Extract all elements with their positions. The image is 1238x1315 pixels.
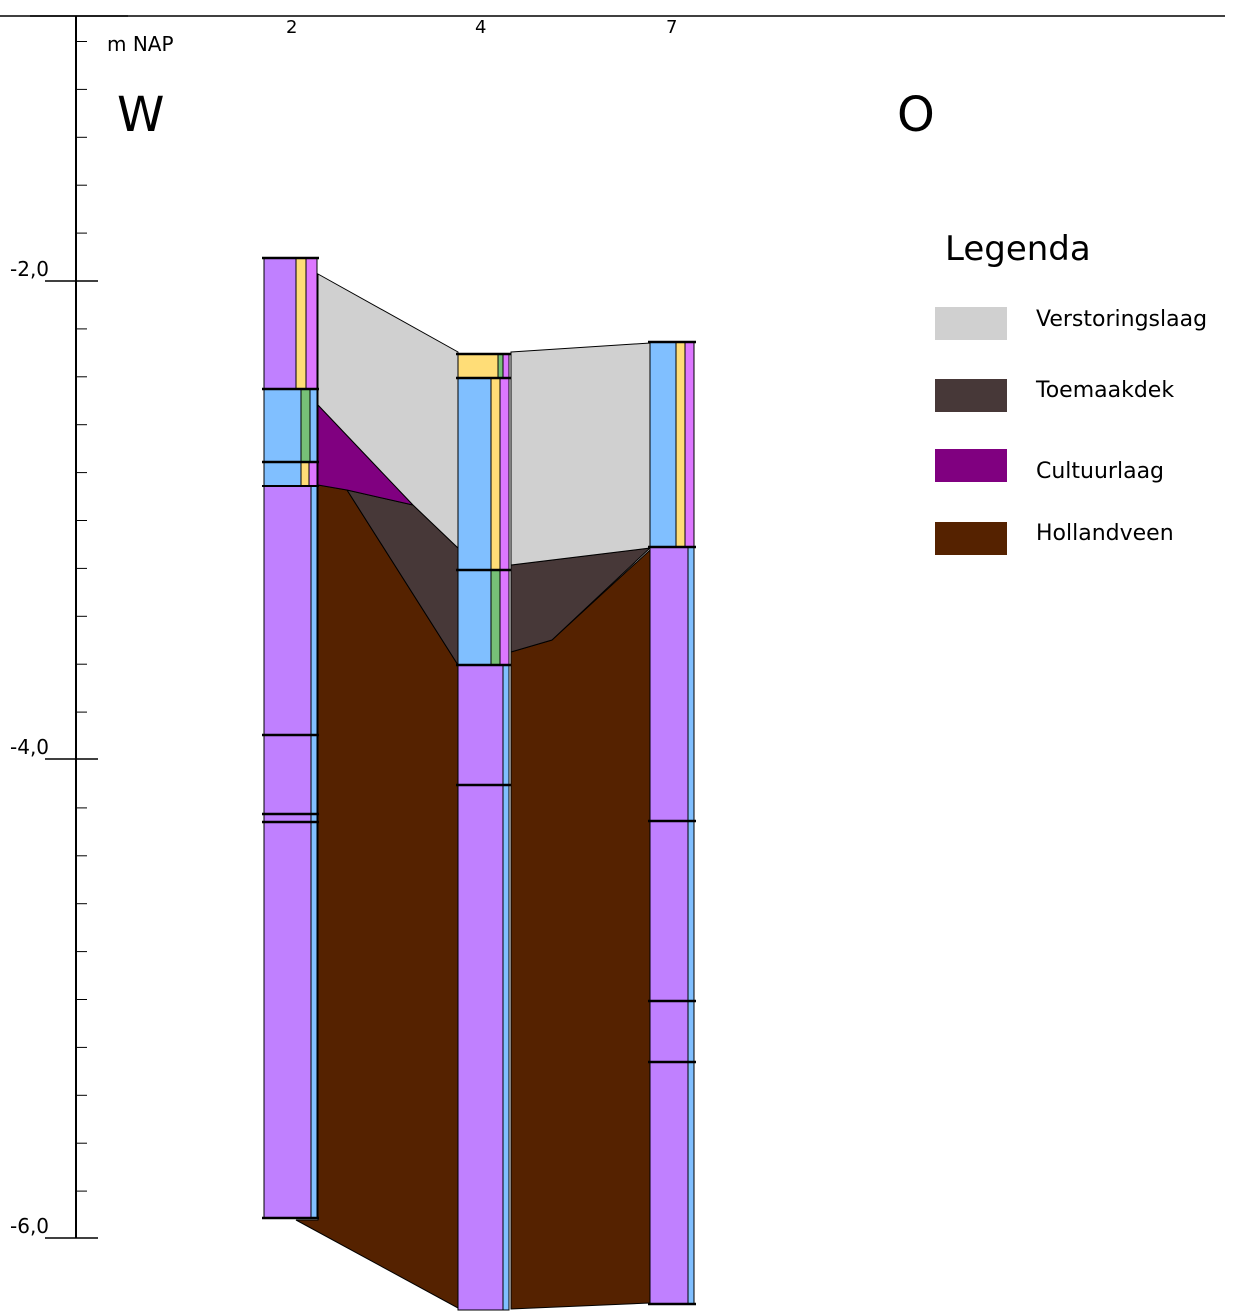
axis-minor-ticks: [76, 42, 87, 1192]
legend-label-cultuurlaag: Cultuurlaag: [1036, 459, 1164, 484]
west-label: W: [117, 87, 164, 143]
axis-tick-label: -4,0: [10, 735, 49, 759]
borehole-column-2: [262, 258, 319, 1218]
borehole-column-7: [648, 342, 696, 1304]
borehole-number-2: 2: [286, 17, 297, 38]
borehole-column-4: [456, 354, 511, 1310]
legend-label-hollandveen: Hollandveen: [1036, 521, 1174, 546]
borehole-number-4: 4: [475, 17, 486, 38]
east-label: O: [897, 87, 935, 143]
layer-verstoringslaag-right: [511, 343, 650, 565]
legend-swatch-toemaakdek: [935, 379, 1007, 412]
depth-axis: m NAP -2,0 -4,0 -6,0: [10, 16, 174, 1238]
axis-tick-label: -6,0: [10, 1214, 49, 1238]
legend-swatch-hollandveen: [935, 522, 1007, 555]
layer-hollandveen-right: [511, 550, 650, 1309]
borehole-number-7: 7: [666, 17, 677, 38]
legend-title: Legenda: [945, 229, 1091, 269]
legend: Legenda Verstoringslaag Toemaakdek Cultu…: [935, 229, 1207, 555]
axis-tick-label: -2,0: [10, 257, 49, 281]
axis-unit-label: m NAP: [107, 32, 174, 56]
legend-label-toemaakdek: Toemaakdek: [1035, 378, 1174, 403]
legend-swatch-verstoringslaag: [935, 307, 1007, 340]
legend-label-verstoringslaag: Verstoringslaag: [1036, 307, 1207, 332]
legend-swatch-cultuurlaag: [935, 449, 1007, 482]
